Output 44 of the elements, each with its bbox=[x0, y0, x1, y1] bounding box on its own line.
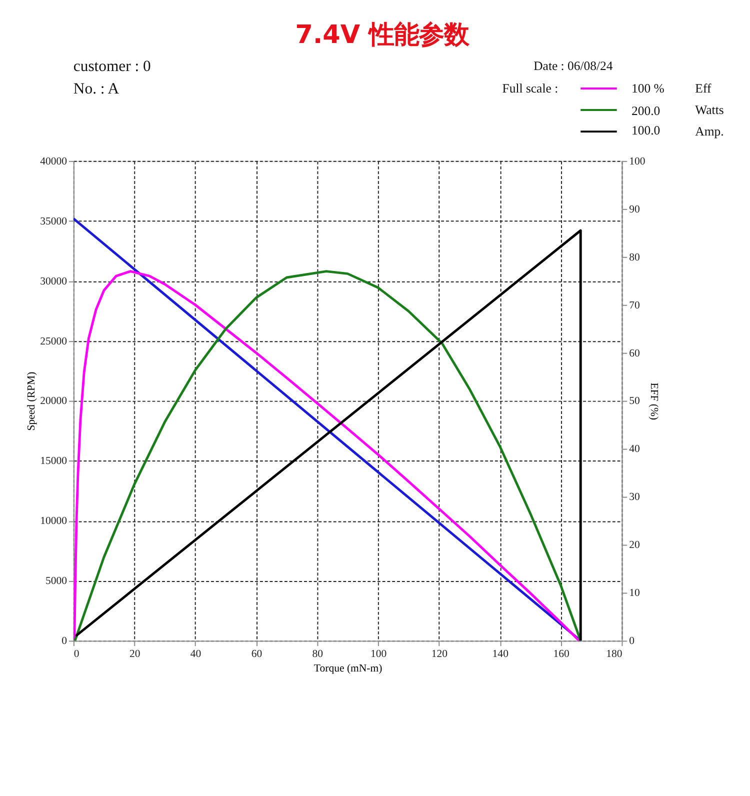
text: Eff bbox=[695, 81, 712, 96]
text: 100.0 bbox=[632, 124, 660, 138]
y-tick-label: 30000 bbox=[40, 275, 68, 288]
y2-tick-label: 60 bbox=[629, 347, 640, 360]
x-axis-title: Torque (mN-m) bbox=[314, 662, 383, 675]
text: Watts bbox=[695, 102, 724, 117]
y2-tick-label: 0 bbox=[629, 635, 634, 648]
x-tick-label: 0 bbox=[74, 648, 80, 660]
y-tick-label: 35000 bbox=[40, 215, 68, 228]
y-axis-title: Speed (RPM) bbox=[25, 371, 38, 431]
y-tick-label: 15000 bbox=[40, 455, 68, 468]
y2-tick-label: 70 bbox=[629, 299, 640, 312]
text: 200.0 bbox=[632, 104, 660, 118]
y2-tick-label: 30 bbox=[629, 491, 640, 504]
y-tick-label: 40000 bbox=[40, 155, 68, 168]
x-tick-label: 140 bbox=[492, 648, 508, 660]
y2-tick-label: 90 bbox=[629, 203, 640, 216]
x-tick-label: 40 bbox=[190, 648, 202, 660]
text: 100 % bbox=[632, 81, 665, 96]
text: Full scale : bbox=[502, 81, 558, 96]
y-tick-label: 5000 bbox=[46, 575, 68, 588]
x-tick-label: 20 bbox=[129, 648, 140, 660]
x-tick-label: 160 bbox=[553, 648, 570, 660]
text: customer : 0 bbox=[73, 58, 151, 75]
y2-tick-label: 40 bbox=[629, 443, 640, 456]
y2-tick-label: 100 bbox=[629, 155, 646, 168]
chart-title: 7.4V 性能参数 bbox=[295, 20, 470, 50]
x-tick-label: 100 bbox=[370, 648, 387, 660]
y2-tick-label: 10 bbox=[629, 587, 640, 600]
text: Date : 06/08/24 bbox=[534, 58, 614, 73]
y2-axis-title: EFF (%) bbox=[648, 382, 660, 420]
text: Amp. bbox=[695, 124, 724, 138]
y-tick-label: 20000 bbox=[40, 395, 68, 408]
y-tick-label: 25000 bbox=[40, 335, 68, 348]
y2-tick-label: 50 bbox=[629, 395, 640, 408]
y-tick-label: 0 bbox=[62, 635, 68, 648]
x-tick-label: 60 bbox=[251, 648, 262, 660]
x-tick-label: 120 bbox=[431, 648, 448, 660]
x-tick-label: 180 bbox=[606, 648, 622, 660]
y-tick-label: 10000 bbox=[40, 515, 68, 528]
y2-tick-label: 80 bbox=[629, 251, 640, 264]
text: No. : A bbox=[73, 80, 120, 98]
y2-tick-label: 20 bbox=[629, 539, 640, 552]
x-tick-label: 80 bbox=[312, 648, 323, 660]
